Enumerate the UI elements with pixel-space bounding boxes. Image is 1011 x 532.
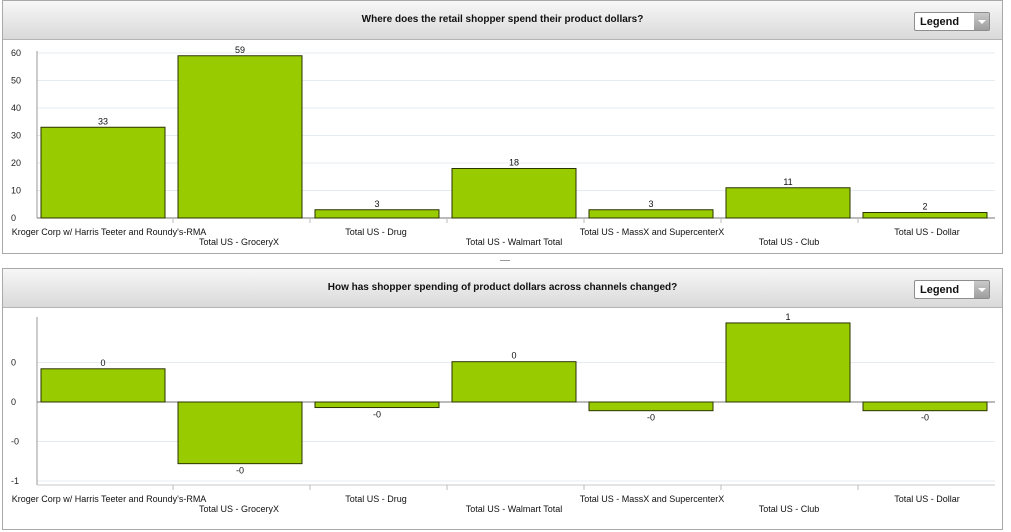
y-tick-label: 20	[11, 158, 21, 168]
data-label: 59	[235, 45, 245, 55]
chart-header: How has shopper spending of product doll…	[3, 269, 1002, 308]
x-tick-label: Total US - GroceryX	[199, 237, 279, 247]
bar	[177, 401, 303, 465]
chart-svg: 0 10 20 30 40 50 60 33 59 3 18 3 11 2 Kroger Corp w/ H…	[11, 45, 995, 247]
legend-dropdown[interactable]: Legend	[914, 280, 990, 299]
data-label: 3	[374, 199, 379, 209]
legend-dropdown[interactable]: Legend	[914, 12, 990, 31]
bar	[314, 209, 440, 219]
data-label: 1	[785, 312, 790, 322]
data-label: 3	[648, 199, 653, 209]
chart-header: Where does the retail shopper spend thei…	[3, 1, 1002, 40]
x-tick-label: Total US - Walmart Total	[466, 504, 563, 514]
bar	[451, 361, 577, 403]
data-label: -0	[647, 413, 655, 423]
x-tick-label: Total US - Club	[759, 237, 820, 247]
legend-dropdown-label: Legend	[920, 16, 960, 28]
bar	[862, 212, 988, 219]
bar	[725, 187, 851, 219]
x-tick-label: Kroger Corp w/ Harris Teeter and Roundy'…	[12, 227, 207, 237]
bar	[177, 55, 303, 219]
data-label: 0	[100, 358, 105, 368]
bar	[862, 401, 988, 412]
data-label: -0	[236, 466, 244, 476]
y-tick-label: 30	[11, 131, 21, 141]
data-label: 0	[511, 351, 516, 361]
bar	[725, 322, 851, 403]
bar	[451, 168, 577, 219]
y-tick-label: 50	[11, 76, 21, 86]
x-tick-label: Kroger Corp w/ Harris Teeter and Roundy'…	[12, 494, 207, 504]
y-tick-label: 40	[11, 103, 21, 113]
chart-svg: -1 -0 0 0 0 -0 -0 0 -0 1 -0 Kroger Corp w/ Harris T…	[11, 312, 995, 514]
x-tick-label: Total US - Drug	[345, 227, 407, 237]
y-tick-label: -0	[11, 437, 19, 447]
bar	[40, 368, 166, 403]
panel-splitter-handle[interactable]	[500, 260, 510, 261]
y-tick-label: 10	[11, 186, 21, 196]
chart-panel-shopper-spend: Where does the retail shopper spend thei…	[2, 0, 1003, 254]
y-tick-label: 60	[11, 48, 21, 58]
y-tick-label: -1	[11, 476, 19, 486]
data-label: 11	[783, 177, 792, 187]
data-label: 18	[509, 158, 519, 168]
x-tick-label: Total US - MassX and SupercenterX	[580, 227, 725, 237]
y-tick-label: 0	[11, 213, 16, 223]
x-tick-label: Total US - Walmart Total	[466, 237, 563, 247]
x-tick-label: Total US - Dollar	[894, 227, 960, 237]
chevron-down-icon[interactable]	[974, 13, 989, 30]
bar	[588, 209, 714, 219]
data-label: -0	[921, 413, 929, 423]
chevron-down-icon[interactable]	[974, 281, 989, 298]
bar	[40, 126, 166, 219]
legend-dropdown-label: Legend	[920, 284, 960, 296]
bar	[314, 401, 440, 409]
x-tick-label: Total US - Club	[759, 504, 820, 514]
y-tick-label: 0	[11, 357, 16, 367]
x-tick-label: Total US - MassX and SupercenterX	[580, 494, 725, 504]
bar	[588, 401, 714, 412]
x-tick-label: Total US - Dollar	[894, 494, 960, 504]
data-label: -0	[373, 410, 381, 420]
chart-title: How has shopper spending of product doll…	[327, 282, 678, 293]
chart-title: Where does the retail shopper spend thei…	[361, 14, 644, 25]
chart-panel-spend-change: How has shopper spending of product doll…	[2, 268, 1003, 530]
x-tick-label: Total US - GroceryX	[199, 504, 279, 514]
x-tick-label: Total US - Drug	[345, 494, 407, 504]
data-label: 33	[98, 116, 108, 126]
y-tick-label: 0	[11, 397, 16, 407]
data-label: 2	[922, 202, 927, 212]
